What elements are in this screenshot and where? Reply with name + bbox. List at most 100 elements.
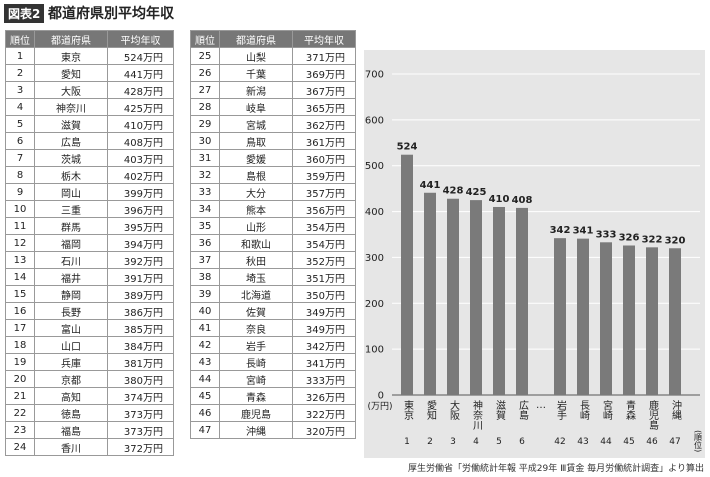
bar — [447, 198, 459, 395]
rank-label: 43 — [577, 437, 588, 447]
data-label: 425 — [466, 187, 487, 198]
bar — [401, 154, 413, 395]
table-cell: 392万円 — [107, 251, 174, 269]
y-tick-label: 500 — [365, 161, 384, 172]
table-cell: 408万円 — [107, 132, 174, 150]
table-row: 20 京都 380万円 — [5, 370, 174, 388]
column-header: 順位 — [5, 30, 35, 48]
rank-label: 46 — [646, 437, 658, 447]
table-row: 27 新潟 367万円 — [190, 81, 356, 99]
data-table: 順位 都道府県 平均年収 25 山梨 371万円 26 千葉 369万円 27 新潟 367万円 28 岐… — [190, 30, 356, 439]
table-row: 25 山梨 371万円 — [190, 47, 356, 65]
table-row: 42 岩手 342万円 — [190, 336, 356, 354]
table-row: 2 愛知 441万円 — [5, 64, 174, 82]
table-row: 47 沖縄 320万円 — [190, 421, 356, 439]
table-row: 9 岡山 399万円 — [5, 183, 174, 201]
table-row: 10 三重 396万円 — [5, 200, 174, 218]
data-label: 441 — [420, 180, 441, 191]
table-cell: 320万円 — [292, 421, 356, 439]
table-row: 46 鹿児島 322万円 — [190, 404, 356, 422]
category-label: 鹿児島 — [647, 399, 659, 431]
break-label: … — [536, 400, 546, 411]
table-row: 30 鳥取 361万円 — [190, 132, 356, 150]
title-badge: 図表2 — [4, 4, 45, 23]
bar — [669, 248, 681, 395]
y-tick-label: 200 — [365, 299, 384, 310]
table-row: 19 兵庫 381万円 — [5, 353, 174, 371]
bar — [554, 238, 566, 395]
header-row: 順位 都道府県 平均年収 — [190, 30, 356, 48]
category-label: 長崎 — [578, 400, 590, 420]
table-row: 1 東京 524万円 — [5, 47, 174, 65]
bar — [577, 238, 589, 395]
category-label: 神奈川 — [471, 399, 483, 430]
rank-label: 44 — [600, 437, 612, 447]
title: 都道府県別平均年収 — [48, 6, 174, 22]
table-cell: 47 — [190, 421, 220, 439]
table-row: 24 香川 372万円 — [5, 438, 174, 456]
rank-label: 47 — [669, 437, 680, 447]
rank-axis-label: (順位) — [694, 430, 703, 452]
data-label: 326 — [619, 233, 640, 244]
bar — [424, 192, 436, 395]
data-label: 428 — [443, 186, 464, 197]
category-label: 宮崎 — [601, 399, 613, 420]
table-row: 23 福島 373万円 — [5, 421, 174, 439]
table-row: 35 山形 354万円 — [190, 217, 356, 235]
y-tick-label: 400 — [365, 207, 384, 218]
bar — [516, 207, 528, 395]
category-label: 広島 — [517, 399, 529, 421]
table-row: 14 福井 391万円 — [5, 268, 174, 286]
y-tick-label: 0 — [378, 391, 384, 402]
data-label: 410 — [489, 194, 510, 205]
table-row: 11 群馬 395万円 — [5, 217, 174, 235]
bar — [470, 200, 482, 395]
category-label: 岩手 — [555, 399, 567, 421]
category-label: 青森 — [624, 399, 636, 421]
table-row: 6 広島 408万円 — [5, 132, 174, 150]
data-label: 333 — [596, 229, 617, 240]
table-cell: 372万円 — [107, 438, 174, 456]
table-row: 15 静岡 389万円 — [5, 285, 174, 303]
y-tick-label: 700 — [365, 70, 384, 81]
data-table: 順位 都道府県 平均年収 1 東京 524万円 2 愛知 441万円 3 大阪 428万円 4 神奈川 42… — [5, 30, 174, 456]
rank-label: 5 — [496, 437, 502, 447]
y-unit-label: (万円) — [367, 401, 392, 412]
rank-label: 6 — [519, 437, 525, 447]
rank-label: 4 — [473, 437, 479, 447]
column-header: 順位 — [190, 30, 220, 48]
y-tick-label: 600 — [365, 115, 384, 126]
rank-label: 3 — [450, 437, 456, 447]
category-label: 東京 — [402, 399, 414, 421]
rank-label: 45 — [623, 437, 634, 447]
data-label: 408 — [512, 195, 533, 206]
table-row: 12 福岡 394万円 — [5, 234, 174, 252]
table-row: 37 秋田 352万円 — [190, 251, 356, 269]
rank-label: 42 — [554, 437, 565, 447]
table-row: 38 埼玉 351万円 — [190, 268, 356, 286]
y-tick-label: 300 — [365, 253, 384, 264]
table-row: 26 千葉 369万円 — [190, 64, 356, 82]
rank-label: 2 — [427, 437, 433, 447]
table-row: 44 宮崎 333万円 — [190, 370, 356, 388]
table-row: 43 長崎 341万円 — [190, 353, 356, 371]
bar — [600, 242, 612, 395]
data-label: 322 — [642, 234, 663, 245]
category-label: 愛知 — [425, 399, 437, 420]
table-row: 33 大分 357万円 — [190, 183, 356, 201]
rank-label: 1 — [404, 437, 410, 447]
data-label: 524 — [397, 142, 418, 153]
bar — [493, 206, 505, 395]
bar — [623, 245, 635, 395]
bar — [646, 247, 658, 395]
source: 厚生労働省「労働統計年報 平成29年 Ⅲ賃金 毎月労働統計調査」より算出 — [407, 464, 704, 474]
table-row: 8 栃木 402万円 — [5, 166, 174, 184]
table-row: 4 神奈川 425万円 — [5, 98, 174, 116]
category-label: 滋賀 — [494, 399, 506, 421]
category-label: 沖縄 — [670, 399, 682, 420]
table-row: 28 岐阜 365万円 — [190, 98, 356, 116]
table-row: 21 高知 374万円 — [5, 387, 174, 405]
data-label: 320 — [665, 235, 686, 246]
